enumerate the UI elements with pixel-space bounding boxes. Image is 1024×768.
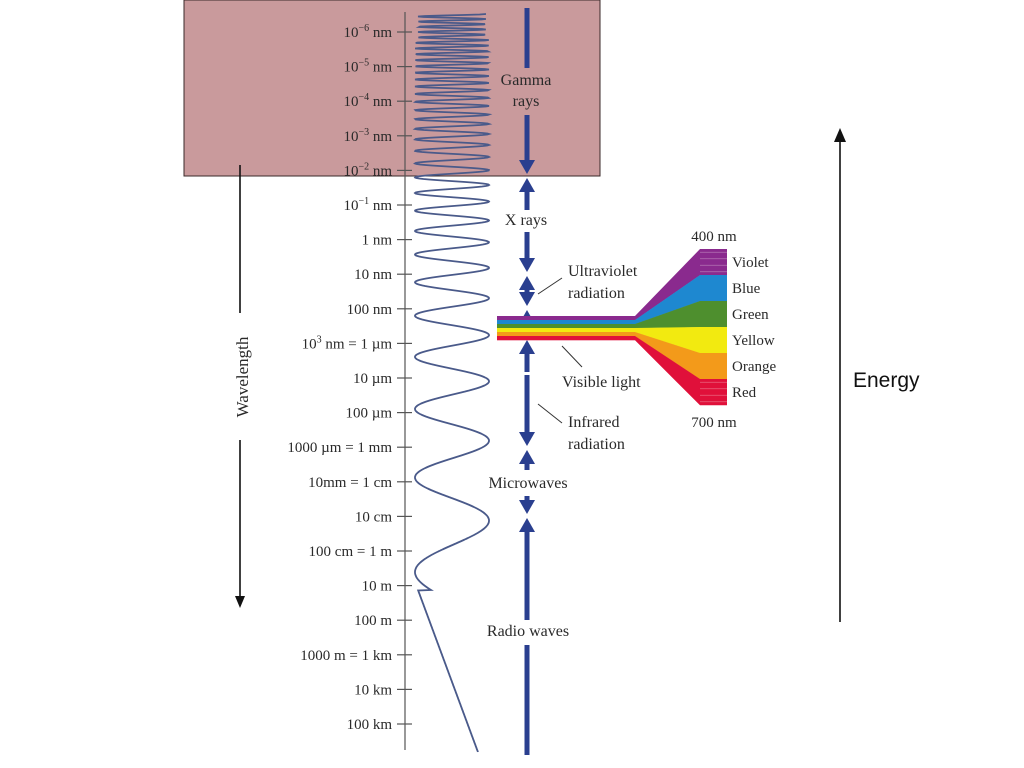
uv-leader-line xyxy=(537,277,563,295)
uv-label-line2: radiation xyxy=(568,285,625,302)
spectrum-beam-band xyxy=(497,320,635,325)
band-label-blue: Blue xyxy=(732,281,761,297)
spectrum-fan-band xyxy=(635,327,727,354)
tick-label: 10−2 nm xyxy=(343,161,392,179)
tick-label: 1 nm xyxy=(362,233,393,249)
tick-label: 10−1 nm xyxy=(343,196,392,214)
region-arrow-down xyxy=(519,160,535,174)
infrared-label-line1: Infrared xyxy=(568,414,620,431)
region-arrow-up xyxy=(519,178,535,192)
wave-curve xyxy=(412,13,493,753)
tick-label: 10−3 nm xyxy=(343,127,392,145)
tick-label: 100 m xyxy=(354,613,392,629)
region-arrow-down xyxy=(519,292,535,306)
tick-label: 10−5 nm xyxy=(343,58,392,76)
spectrum-fan-band xyxy=(635,336,727,406)
spectrum-fan-band xyxy=(635,249,727,321)
band-label-green: Green xyxy=(732,307,769,323)
tick-label: 100 µm xyxy=(345,406,392,422)
region-divider-axis xyxy=(519,8,535,755)
visible-spectrum-fan xyxy=(497,249,727,406)
region-arrow-up xyxy=(519,518,535,532)
tick-label: 100 cm = 1 m xyxy=(309,544,393,560)
spectrum-fan-band xyxy=(635,301,727,329)
microwaves-label: Microwaves xyxy=(488,475,567,492)
region-arrow-down xyxy=(519,432,535,446)
visible-light-label: Visible light xyxy=(562,374,641,391)
tick-label: 100 nm xyxy=(347,302,393,318)
spectrum-fan-band xyxy=(635,332,727,380)
tick-label: 10 km xyxy=(354,682,392,698)
energy-label: Energy xyxy=(853,369,920,392)
region-arrow-up xyxy=(519,340,535,354)
tick-label: 10 µm xyxy=(353,371,392,387)
tick-label: 100 km xyxy=(347,717,393,733)
gamma-rays-label-line2: rays xyxy=(513,93,540,110)
tick-label: 1000 m = 1 km xyxy=(300,648,392,664)
gamma-rays-label-line1: Gamma xyxy=(501,72,552,89)
tick-label: 10mm = 1 cm xyxy=(308,475,392,491)
tick-label: 10 cm xyxy=(355,509,392,525)
spectrum-400nm-label: 400 nm xyxy=(691,229,737,245)
spectrum-beam-band xyxy=(497,316,635,321)
infrared-label-line2: radiation xyxy=(568,436,625,453)
spectrum-fan-band xyxy=(635,275,727,325)
energy-arrow-head xyxy=(834,128,846,142)
wavelength-ticks: 10−6 nm 10−5 nm 10−4 nm 10−3 nm 10−2 nm 10−1 … xyxy=(287,23,412,733)
region-arrow-up xyxy=(519,450,535,464)
region-arrow-down xyxy=(519,500,535,514)
tick-label: 10−6 nm xyxy=(343,23,392,41)
band-label-violet: Violet xyxy=(732,255,769,271)
spectrum-beam-band xyxy=(497,332,635,337)
tick-label: 10 nm xyxy=(354,267,392,283)
band-label-yellow: Yellow xyxy=(732,333,775,349)
spectrum-band-labels: Violet Blue Green Yellow Orange Red xyxy=(732,255,776,401)
x-rays-label: X rays xyxy=(505,212,547,229)
visible-leader-line xyxy=(561,345,583,368)
tick-label: 103 nm = 1 µm xyxy=(302,334,393,352)
tick-label: 1000 µm = 1 mm xyxy=(287,440,392,456)
band-label-orange: Orange xyxy=(732,359,776,375)
region-arrow-up xyxy=(519,276,535,290)
band-label-red: Red xyxy=(732,385,757,401)
infrared-leader-line xyxy=(537,403,563,424)
wavelength-axis-title: Wavelength xyxy=(233,336,252,417)
region-arrow-down xyxy=(519,258,535,272)
gamma-highlight-box xyxy=(183,0,601,177)
spectrum-700nm-label: 700 nm xyxy=(691,415,737,431)
tick-label: 10−4 nm xyxy=(343,92,392,110)
uv-label-line1: Ultraviolet xyxy=(568,263,638,280)
spectrum-beam-band xyxy=(497,336,635,341)
tick-label: 10 m xyxy=(362,579,393,595)
spectrum-beam-band xyxy=(497,324,635,329)
radio-waves-label: Radio waves xyxy=(487,623,569,640)
spectrum-beam-band xyxy=(497,328,635,333)
wavelength-arrow-head xyxy=(235,596,245,608)
